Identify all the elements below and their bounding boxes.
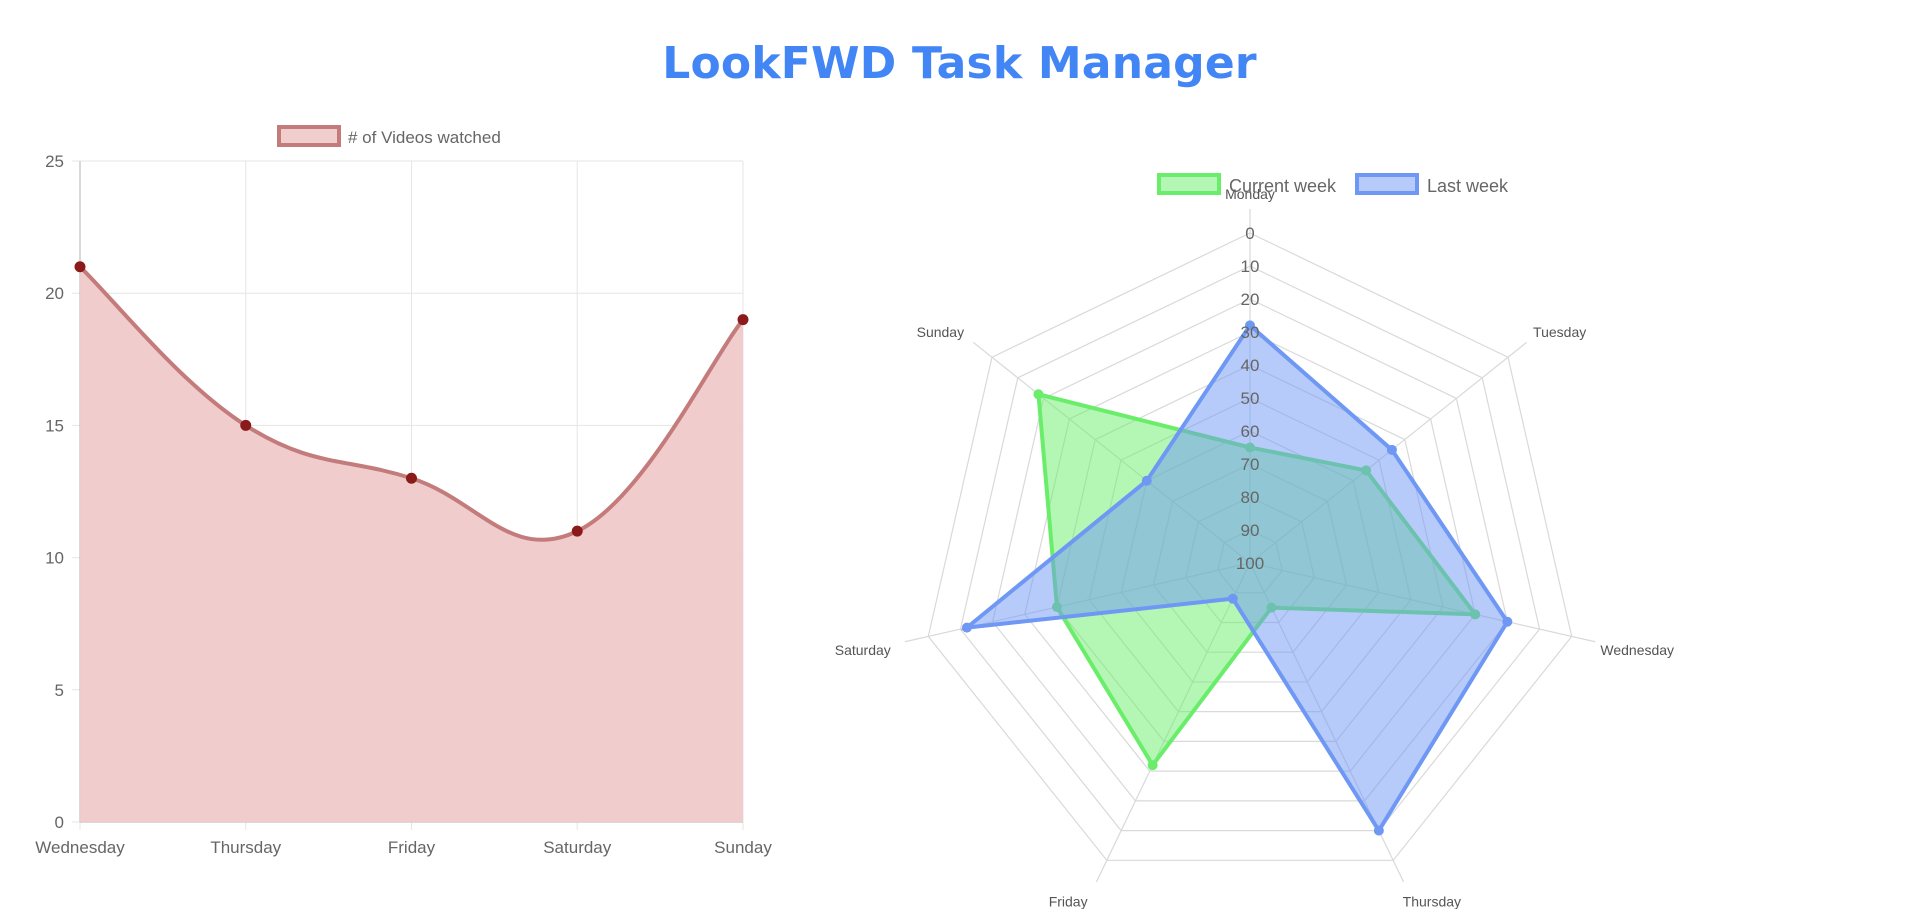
category-label: Monday xyxy=(1225,186,1275,202)
radial-tick-label: 0 xyxy=(1245,224,1254,243)
y-tick-label: 25 xyxy=(45,152,64,171)
data-point[interactable] xyxy=(1361,465,1372,476)
category-label: Saturday xyxy=(835,642,891,658)
series-area-fill xyxy=(80,266,743,822)
data-point[interactable] xyxy=(571,525,583,537)
legend-label[interactable]: # of Videos watched xyxy=(348,128,501,147)
radar-gridline xyxy=(991,298,1509,802)
data-point[interactable] xyxy=(1051,602,1062,613)
data-point[interactable] xyxy=(1245,442,1255,453)
radar-gridline xyxy=(1152,463,1348,653)
radar-spoke xyxy=(1249,341,1528,564)
category-label: Thursday xyxy=(1403,893,1461,909)
radial-tick-label: 60 xyxy=(1241,422,1260,441)
data-point[interactable] xyxy=(1227,593,1238,604)
y-tick-label: 20 xyxy=(45,284,64,303)
data-point[interactable] xyxy=(1147,760,1158,771)
radar-gridline xyxy=(1217,529,1283,594)
data-point[interactable] xyxy=(74,261,86,273)
radar-gridline xyxy=(959,265,1541,832)
data-point[interactable] xyxy=(1245,320,1255,331)
data-point[interactable] xyxy=(406,472,417,484)
legend-last-week-label[interactable]: Last week xyxy=(1427,176,1509,196)
category-label: Friday xyxy=(1049,893,1088,909)
page-title: LookFWD Task Manager xyxy=(662,38,1257,89)
series-polygon-last-week xyxy=(960,322,1510,835)
category-label: Tuesday xyxy=(1533,324,1586,340)
y-tick-label: 0 xyxy=(55,813,64,832)
radar-spoke xyxy=(972,341,1251,564)
legend-swatch[interactable] xyxy=(277,125,341,147)
radar-gridline xyxy=(1024,331,1476,772)
data-point[interactable] xyxy=(737,314,749,326)
radial-tick-label: 100 xyxy=(1236,554,1264,573)
radial-tick-label: 40 xyxy=(1241,356,1260,375)
radar-gridline xyxy=(1056,364,1444,742)
category-label: Sunday xyxy=(917,324,964,340)
radial-tick-label: 70 xyxy=(1241,455,1260,474)
data-point[interactable] xyxy=(1386,444,1397,455)
data-point[interactable] xyxy=(1266,602,1277,613)
radar-spoke xyxy=(1095,562,1251,883)
radial-tick-label: 20 xyxy=(1241,290,1260,309)
radar-spoke xyxy=(904,562,1251,643)
data-point[interactable] xyxy=(1033,389,1044,400)
series-polygon-current-week xyxy=(1036,391,1480,769)
radial-tick-label: 10 xyxy=(1241,257,1260,276)
radial-tick-label: 80 xyxy=(1241,488,1260,507)
radial-tick-label: 90 xyxy=(1241,521,1260,540)
x-tick-label: Saturday xyxy=(543,838,612,857)
radar-spoke xyxy=(1249,562,1596,643)
radar-gridline xyxy=(1120,430,1380,683)
radial-tick-label: 50 xyxy=(1241,389,1260,408)
data-point[interactable] xyxy=(1141,475,1152,486)
x-tick-label: Thursday xyxy=(210,838,281,857)
x-tick-label: Sunday xyxy=(714,838,772,857)
radar-spoke xyxy=(1249,562,1405,883)
legend-current-week-label[interactable]: Current week xyxy=(1229,176,1337,196)
legend-current-week-swatch[interactable] xyxy=(1157,173,1221,195)
y-tick-label: 5 xyxy=(55,681,64,700)
radar-gridline xyxy=(927,232,1573,861)
y-tick-label: 15 xyxy=(45,416,64,435)
legend-last-week-swatch[interactable] xyxy=(1355,173,1419,195)
data-point[interactable] xyxy=(961,622,972,633)
data-point[interactable] xyxy=(240,419,252,431)
radar-gridline xyxy=(1185,496,1315,624)
x-tick-label: Friday xyxy=(388,838,436,857)
videos-line-chart: 0 5 10 15 20 25 Wednesday Thursday Friday Saturda… xyxy=(35,125,772,857)
data-point[interactable] xyxy=(1470,609,1481,620)
category-label: Wednesday xyxy=(1600,642,1674,658)
radial-tick-label: 30 xyxy=(1241,323,1260,342)
data-point[interactable] xyxy=(1502,616,1513,627)
y-tick-label: 10 xyxy=(45,549,64,568)
x-tick-label: Wednesday xyxy=(35,838,125,857)
radar-gridline xyxy=(1088,397,1412,713)
data-point[interactable] xyxy=(1373,825,1384,836)
